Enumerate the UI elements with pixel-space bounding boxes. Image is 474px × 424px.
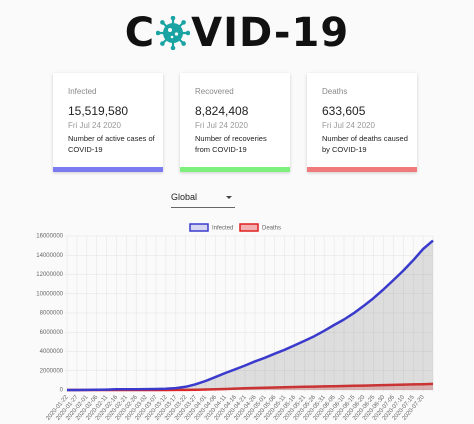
legend-label: Infected [212, 226, 233, 232]
legend-label: Deaths [262, 226, 281, 232]
virus-icon [156, 16, 191, 50]
series-area [67, 240, 433, 390]
dropdown-arrow [226, 196, 232, 199]
card-label: Deaths [322, 87, 348, 96]
card-label: Recovered [195, 87, 234, 96]
card-description: Number of deaths caused by COVID-19 [322, 134, 408, 154]
y-tick-label: 0 [60, 388, 64, 394]
card-label: Infected [68, 87, 97, 96]
stat-card: Infected 15,519,580 Fri Jul 24 2020 Number … [53, 73, 163, 172]
y-tick-label: 8000000 [40, 311, 64, 317]
stat-card: Recovered 8,824,408 Fri Jul 24 2020 Number … [180, 73, 290, 172]
y-tick-label: 6000000 [40, 330, 64, 336]
y-tick-label: 10000000 [36, 291, 63, 297]
card-description: Number of active cases of COVID-19 [68, 134, 155, 154]
y-tick-label: 16000000 [36, 234, 63, 240]
legend-swatch [189, 223, 209, 232]
logo: C VID-19 [0, 10, 474, 56]
card-accent [53, 167, 163, 172]
y-tick-label: 12000000 [36, 272, 63, 278]
series-area [67, 383, 433, 390]
card-date: Fri Jul 24 2020 [195, 121, 248, 130]
card-date: Fri Jul 24 2020 [322, 121, 375, 130]
logo-right: VID-19 [191, 10, 350, 56]
region-select[interactable]: Global [171, 192, 235, 208]
card-accent [307, 167, 417, 172]
logo-left: C [124, 10, 156, 56]
card-date: Fri Jul 24 2020 [68, 121, 121, 130]
card-accent [180, 167, 290, 172]
series-line [67, 239, 434, 392]
y-tick-label: 4000000 [40, 349, 64, 355]
legend-swatch [239, 223, 259, 232]
card-value: 633,605 [322, 104, 366, 118]
stat-card: Deaths 633,605 Fri Jul 24 2020 Number of de… [307, 73, 417, 172]
y-tick-label: 2000000 [40, 368, 64, 374]
card-value: 15,519,580 [68, 104, 129, 118]
card-value: 8,824,408 [195, 104, 249, 118]
chart: 0 2000000 4000000 6000000 8000000 10000000 120… [36, 223, 434, 422]
card-description: Number of recoveries from COVID-19 [195, 134, 267, 154]
y-tick-label: 14000000 [36, 253, 63, 259]
select-value: Global [171, 192, 198, 202]
